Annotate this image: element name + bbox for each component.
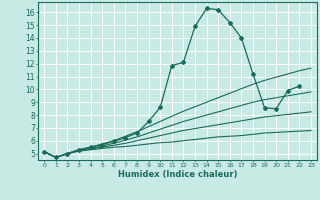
- X-axis label: Humidex (Indice chaleur): Humidex (Indice chaleur): [118, 170, 237, 179]
